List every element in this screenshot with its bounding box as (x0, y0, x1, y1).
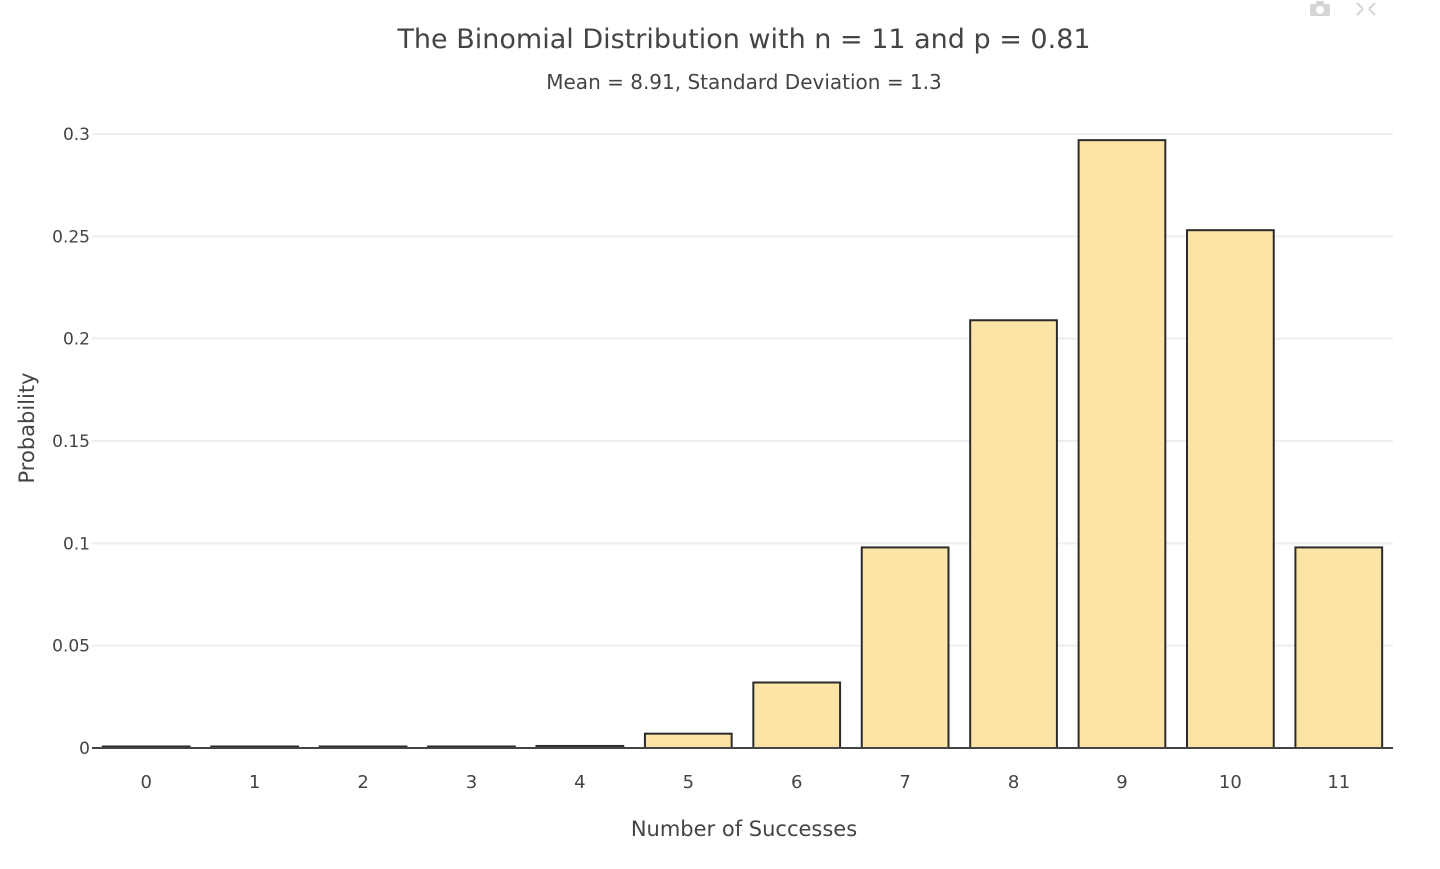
bars (101, 139, 1384, 750)
bar-5[interactable] (643, 732, 733, 750)
autoscale-icon[interactable] (1352, 0, 1380, 18)
chart-subtitle: Mean = 8.91, Standard Deviation = 1.3 (546, 70, 942, 94)
y-axis-label: Probability (15, 372, 39, 483)
bar-9[interactable] (1077, 139, 1167, 749)
bar-10[interactable] (1186, 229, 1275, 749)
x-tick-label: 0 (140, 772, 151, 793)
x-tick-labels: 0 1 2 3 4 5 6 7 8 9 10 11 (140, 772, 1350, 793)
y-tick-label: 0.05 (52, 637, 90, 657)
x-tick-label: 5 (683, 772, 694, 793)
camera-icon[interactable] (1306, 0, 1334, 18)
bar-6[interactable] (752, 681, 842, 749)
x-tick-label: 11 (1327, 772, 1350, 793)
y-tick-label: 0.1 (63, 534, 90, 554)
x-tick-label: 10 (1219, 772, 1242, 793)
x-tick-label: 3 (466, 772, 477, 793)
x-tick-label: 8 (1008, 772, 1019, 793)
y-tick-label: 0 (79, 739, 90, 759)
bar-8[interactable] (969, 319, 1058, 749)
y-tick-label: 0.15 (52, 432, 90, 452)
y-tick-label: 0.3 (63, 125, 90, 145)
x-tick-label: 4 (574, 772, 585, 793)
x-axis-label: Number of Successes (631, 817, 857, 841)
chart-title: The Binomial Distribution with n = 11 an… (396, 24, 1090, 55)
y-tick-label: 0.25 (52, 227, 90, 247)
grid-lines (92, 133, 1393, 647)
x-tick-label: 1 (249, 772, 260, 793)
modebar (1306, 0, 1380, 18)
y-tick-label: 0.2 (63, 330, 90, 350)
x-tick-label: 9 (1116, 772, 1127, 793)
bar-11[interactable] (1294, 546, 1384, 750)
y-tick-labels: 0 0.05 0.1 0.15 0.2 0.25 0.3 (52, 125, 90, 759)
x-tick-label: 7 (899, 772, 910, 793)
x-tick-label: 6 (791, 772, 802, 793)
x-tick-label: 2 (357, 772, 368, 793)
bar-7[interactable] (860, 546, 950, 750)
